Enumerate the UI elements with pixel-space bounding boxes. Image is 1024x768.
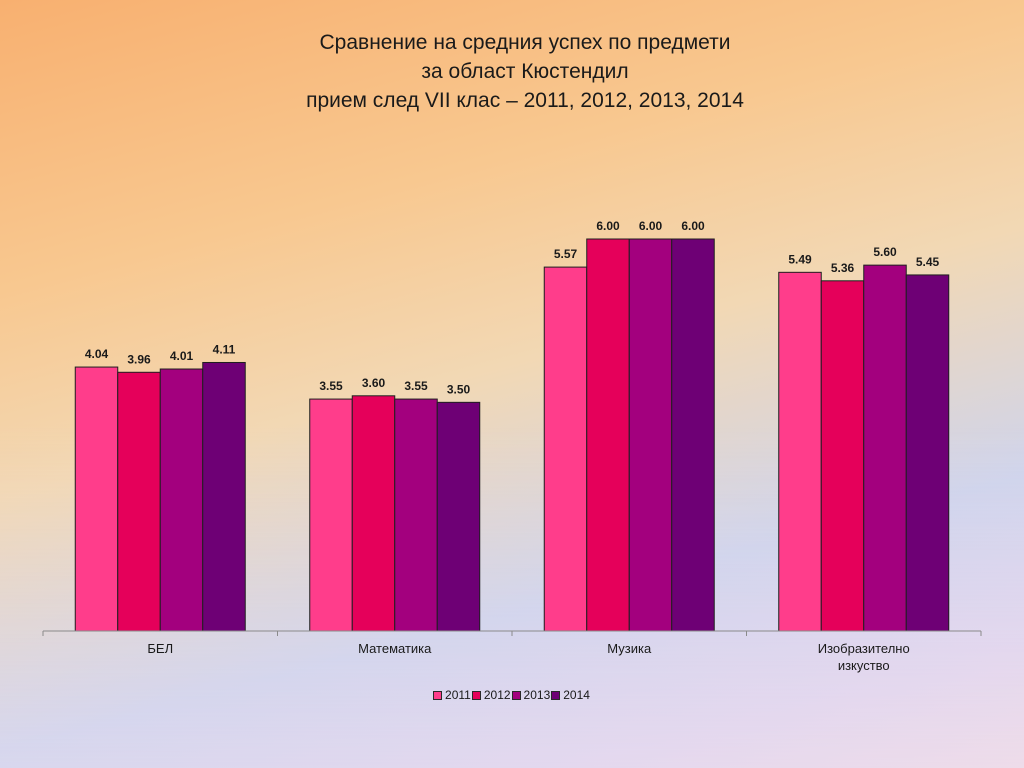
bar-бел-2011 (74, 366, 119, 632)
legend-swatch-2013 (511, 690, 521, 700)
chart-title-line-2: за област Кюстендил (421, 60, 629, 83)
category-label-музика: Музика (607, 641, 652, 656)
chart-title-line-1: Сравнение на средния успех по предмети (319, 31, 731, 54)
legend-item-2013: 2013 (511, 688, 551, 702)
data-label-музика-2012: 6.00 (596, 219, 620, 233)
bar-музика-2011 (543, 266, 588, 632)
bar-бел-2012 (117, 371, 161, 632)
bar-изобразително-2014 (905, 274, 950, 632)
bar-изобразително-2011 (778, 271, 822, 632)
category-label-изобразително-line-2: изкуство (838, 658, 890, 673)
bar-математика-2013 (394, 398, 438, 632)
legend-label-2011: 2011 (445, 688, 471, 702)
chart-legend: 2011 2012 2013 2014 (0, 688, 1024, 702)
bar-музика-2014 (671, 238, 715, 632)
legend-label-2012: 2012 (483, 688, 511, 702)
legend-item-2011: 2011 (433, 688, 471, 702)
bar-математика-2014 (436, 401, 481, 632)
bar-математика-2011 (309, 398, 353, 632)
category-label-изобразително: Изобразително (818, 641, 910, 656)
data-label-математика-2014: 3.50 (447, 382, 471, 396)
data-label-изобразително-2013: 5.60 (873, 245, 897, 259)
category-label-математика: Математика (358, 641, 432, 656)
bar-музика-2012 (586, 238, 630, 632)
bar-музика-2013 (628, 238, 673, 632)
data-label-математика-2011: 3.55 (319, 379, 343, 393)
legend-label-2013: 2013 (523, 688, 551, 702)
chart-title: Сравнение на средния успех по предмети з… (0, 28, 1024, 115)
data-label-бел-2013: 4.01 (170, 349, 194, 363)
category-label-бел: БЕЛ (147, 641, 173, 656)
bar-бел-2013 (159, 368, 204, 632)
data-label-музика-2011: 5.57 (554, 247, 578, 261)
data-label-бел-2012: 3.96 (127, 352, 151, 366)
data-label-изобразително-2011: 5.49 (788, 252, 812, 266)
data-label-бел-2014: 4.11 (213, 342, 236, 356)
bar-изобразително-2012 (820, 280, 865, 632)
legend-label-2014: 2014 (563, 688, 590, 702)
data-label-бел-2011: 4.04 (85, 347, 109, 361)
bar-изобразително-2013 (863, 264, 907, 632)
data-label-изобразително-2012: 5.36 (831, 261, 855, 275)
data-label-математика-2012: 3.60 (362, 376, 386, 390)
bar-математика-2012 (351, 395, 396, 632)
data-label-музика-2013: 6.00 (639, 219, 663, 233)
data-label-изобразително-2014: 5.45 (916, 255, 940, 269)
legend-swatch-2014 (551, 690, 561, 700)
legend-item-2012: 2012 (471, 688, 511, 702)
legend-item-2014: 2014 (551, 688, 590, 702)
chart-title-line-3: прием след VII клас – 2011, 2012, 2013, … (306, 89, 744, 112)
legend-swatch-2011 (433, 690, 443, 700)
data-label-математика-2013: 3.55 (404, 379, 428, 393)
bar-бел-2014 (202, 361, 246, 632)
data-label-музика-2014: 6.00 (681, 219, 705, 233)
legend-swatch-2012 (471, 690, 481, 700)
